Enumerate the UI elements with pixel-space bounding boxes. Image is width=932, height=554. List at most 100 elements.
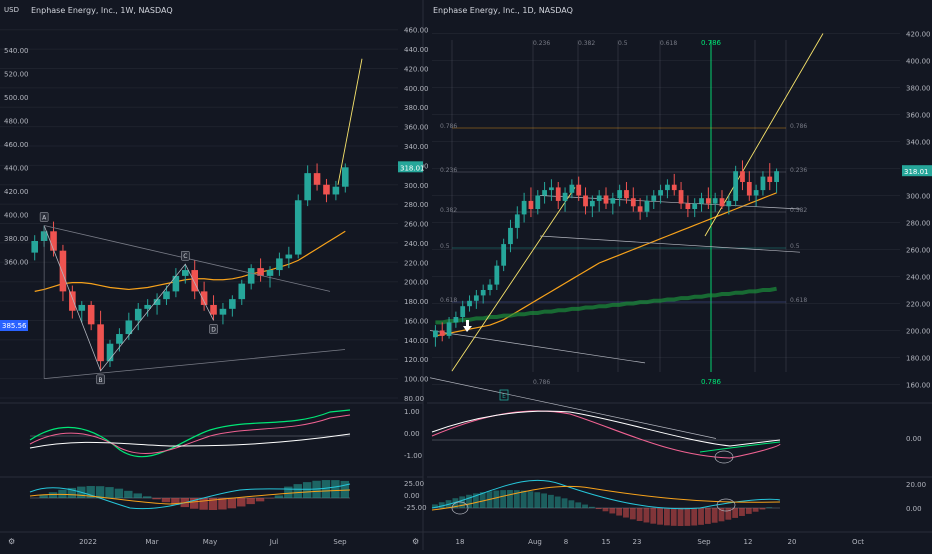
candle-body[interactable] [624, 190, 629, 198]
candle-body[interactable] [583, 196, 588, 207]
candle-body[interactable] [50, 231, 57, 250]
candle-body[interactable] [542, 190, 547, 195]
candle-body[interactable] [713, 198, 718, 203]
candle-body[interactable] [295, 200, 302, 254]
candle-body[interactable] [740, 171, 745, 182]
candle-body[interactable] [535, 196, 540, 210]
right-axis-tick-label: 340.00 [906, 139, 931, 147]
right-axis-tick-label: 200.00 [404, 279, 429, 287]
candle-body[interactable] [135, 309, 142, 321]
candle-body[interactable] [453, 317, 458, 322]
histogram-bar [152, 498, 160, 499]
candle-body[interactable] [665, 185, 670, 190]
candle-body[interactable] [276, 258, 283, 270]
candle-body[interactable] [508, 228, 513, 244]
candle-body[interactable] [761, 177, 766, 191]
candle-body[interactable] [515, 214, 520, 228]
candle-body[interactable] [679, 190, 684, 204]
histogram-bar [760, 508, 766, 509]
histogram-bar [582, 505, 588, 508]
candle-body[interactable] [88, 305, 95, 324]
candle-body[interactable] [720, 198, 725, 206]
candle-body[interactable] [69, 291, 76, 310]
candle-body[interactable] [747, 182, 752, 196]
candle-body[interactable] [31, 241, 38, 253]
candle-body[interactable] [569, 185, 574, 193]
histogram-bar [562, 498, 568, 508]
right-time-axis-label: 20 [788, 538, 797, 546]
candle-body[interactable] [645, 201, 650, 212]
candle-body[interactable] [342, 167, 349, 186]
candle-body[interactable] [522, 201, 527, 215]
candle-body[interactable] [333, 187, 340, 195]
candle-body[interactable] [201, 291, 208, 305]
candle-body[interactable] [556, 187, 561, 201]
histogram-bar [322, 480, 330, 498]
right-axis-tick-label: 160.00 [906, 382, 931, 390]
candle-body[interactable] [774, 171, 779, 182]
candle-body[interactable] [494, 266, 499, 285]
right-axis-tick-label: 420.00 [404, 65, 429, 73]
candle-body[interactable] [210, 305, 217, 315]
candle-body[interactable] [267, 270, 274, 276]
candle-body[interactable] [692, 204, 697, 209]
histogram-bar [294, 484, 302, 498]
right-axis-tick-label: 440.00 [404, 46, 429, 54]
candle-body[interactable] [182, 270, 189, 276]
histogram-bar [303, 482, 311, 498]
candle-body[interactable] [631, 198, 636, 206]
candle-body[interactable] [481, 290, 486, 295]
candle-body[interactable] [220, 309, 227, 315]
candle-body[interactable] [163, 291, 170, 299]
osc2-tick-label: 0.00 [404, 492, 420, 500]
fib-level-label: 0.786 [790, 123, 807, 130]
candle-body[interactable] [78, 305, 85, 311]
candle-body[interactable] [447, 322, 452, 336]
candle-body[interactable] [563, 193, 568, 201]
candle-body[interactable] [97, 324, 104, 361]
candle-body[interactable] [467, 301, 472, 306]
candle-body[interactable] [672, 185, 677, 190]
histogram-bar [684, 508, 690, 526]
candle-body[interactable] [173, 276, 180, 292]
candle-body[interactable] [238, 284, 245, 300]
candle-body[interactable] [651, 196, 656, 201]
candle-body[interactable] [767, 177, 772, 182]
candle-body[interactable] [576, 185, 581, 196]
candle-body[interactable] [685, 204, 690, 209]
candle-body[interactable] [501, 244, 506, 266]
candle-body[interactable] [726, 201, 731, 206]
candle-body[interactable] [529, 201, 534, 209]
histogram-bar [589, 507, 595, 508]
candle-body[interactable] [323, 185, 330, 195]
left-axis-tick-label: 420.00 [4, 188, 29, 196]
candle-body[interactable] [314, 173, 321, 185]
candle-body[interactable] [286, 255, 293, 259]
candle-body[interactable] [638, 206, 643, 211]
candle-body[interactable] [229, 299, 236, 309]
candle-body[interactable] [699, 198, 704, 203]
candle-body[interactable] [440, 331, 445, 336]
candle-body[interactable] [549, 187, 554, 190]
candle-body[interactable] [610, 198, 615, 203]
candle-body[interactable] [604, 196, 609, 204]
candle-body[interactable] [733, 171, 738, 201]
candle-body[interactable] [116, 334, 123, 344]
candle-body[interactable] [248, 268, 255, 284]
histogram-bar [746, 508, 752, 514]
left-time-axis-label: May [203, 538, 217, 546]
candle-body[interactable] [304, 173, 311, 200]
candle-body[interactable] [590, 201, 595, 206]
candle-body[interactable] [658, 190, 663, 195]
candle-body[interactable] [488, 285, 493, 290]
candle-body[interactable] [617, 190, 622, 198]
candle-body[interactable] [433, 331, 438, 338]
candle-body[interactable] [597, 196, 602, 201]
candle-body[interactable] [754, 190, 759, 195]
candle-body[interactable] [474, 295, 479, 300]
osc2-tick-label: 25.00 [404, 480, 424, 488]
candle-body[interactable] [460, 306, 465, 317]
candle-body[interactable] [60, 251, 67, 292]
candle-body[interactable] [706, 198, 711, 203]
